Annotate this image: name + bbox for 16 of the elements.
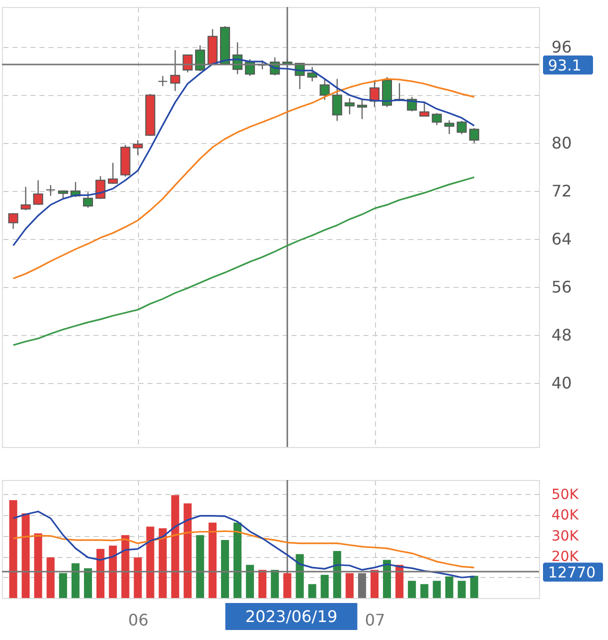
ref-line-label: 12770	[548, 564, 596, 582]
y-tick-label: 72	[552, 182, 572, 201]
y-tick-label: 40K	[552, 508, 580, 524]
x-tick-label: 07	[364, 610, 386, 630]
y-tick-label: 50K	[552, 486, 580, 503]
y-tick-label: 48	[552, 325, 572, 344]
y-tick-label: 64	[552, 229, 572, 248]
y-tick-label: 20K	[552, 549, 580, 566]
y-tick-label: 30K	[552, 528, 580, 544]
y-tick-label: 40	[552, 373, 572, 392]
x-tick-label: 2023/06/19	[245, 607, 338, 626]
ref-line-label: 93.1	[548, 56, 582, 75]
y-tick-label: 96	[552, 38, 572, 57]
y-tick-label: 80	[552, 134, 572, 153]
y-tick-label: 56	[552, 277, 572, 296]
x-tick-label: 06	[128, 610, 148, 630]
